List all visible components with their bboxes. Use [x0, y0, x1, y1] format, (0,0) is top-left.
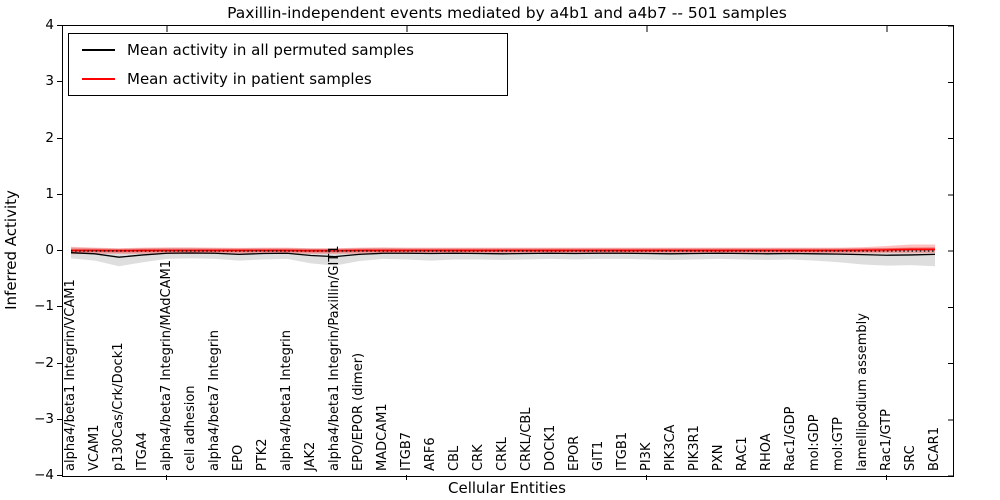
x-category-label: p130Cas/Crk/Dock1	[110, 342, 126, 471]
patient-line-swatch	[82, 77, 115, 80]
x-category-label: ITGA4	[134, 431, 150, 471]
confidence-band-1	[71, 244, 935, 255]
x-category-label: lamellipodium assembly	[854, 313, 870, 471]
x-axis-label: Cellular Entities	[448, 479, 566, 497]
x-category-label: CRKL/CBL	[518, 407, 534, 472]
x-category-label: CBL	[446, 445, 462, 471]
x-category-label: GIT1	[590, 440, 606, 471]
legend-item-patient: Mean activity in patient samples	[69, 65, 507, 93]
chart-title: Paxillin-independent events mediated by …	[227, 4, 787, 22]
y-tick-label: 0	[45, 242, 54, 258]
x-category-label: ITGB1	[614, 431, 630, 471]
x-category-label: RHOA	[758, 433, 774, 471]
y-tick-label: 2	[45, 129, 54, 146]
x-category-label: EPOR	[566, 435, 582, 471]
x-category-label: PXN	[710, 444, 726, 471]
legend-label-permuted: Mean activity in all permuted samples	[127, 41, 414, 60]
x-tick-bottom	[886, 475, 887, 480]
x-category-label: alpha4/beta1 Integrin/Paxillin/GIT1	[326, 245, 342, 471]
y-tick-label: −2	[34, 354, 54, 371]
x-category-label: EPO/EPOR (dimer)	[350, 352, 366, 471]
x-category-label: ITGB7	[398, 431, 414, 471]
x-category-label: VCAM1	[86, 424, 102, 471]
x-category-label: PTK2	[254, 438, 270, 471]
y-tick-left	[57, 475, 62, 476]
x-category-label: CRKL	[494, 437, 510, 471]
x-category-label: mol:GDP	[806, 414, 822, 471]
x-category-label: MADCAM1	[374, 403, 390, 471]
x-category-label: ARF6	[422, 437, 438, 471]
legend-label-patient: Mean activity in patient samples	[127, 69, 372, 88]
x-tick-bottom	[646, 475, 647, 480]
x-category-label: RAC1	[734, 436, 750, 471]
y-tick-left	[57, 250, 62, 251]
x-tick-bottom	[166, 475, 167, 480]
x-category-label: BCAR1	[926, 427, 942, 471]
x-category-label: PIK3CA	[662, 424, 678, 471]
y-tick-left	[57, 418, 62, 420]
legend-item-permuted: Mean activity in all permuted samples	[69, 36, 507, 64]
x-category-label: DOCK1	[542, 424, 558, 471]
y-tick-left	[57, 306, 62, 308]
y-tick-left	[57, 137, 62, 139]
y-tick-label: −3	[34, 410, 54, 427]
y-tick-label: 1	[45, 185, 54, 202]
y-tick-left	[57, 25, 62, 26]
y-tick-left	[57, 193, 62, 195]
x-category-label: Rac1/GTP	[878, 409, 894, 471]
x-category-label: CRK	[470, 444, 486, 471]
y-tick-label: 4	[45, 17, 54, 33]
x-tick-bottom	[406, 475, 407, 480]
x-category-label: alpha4/beta1 Integrin	[278, 329, 294, 471]
x-category-label: alpha4/beta7 Integrin/MAdCAM1	[158, 260, 174, 471]
x-category-label: mol:GTP	[830, 417, 846, 471]
x-category-label: SRC	[902, 445, 918, 471]
plot-area: Mean activity in all permuted samples Me…	[62, 25, 954, 477]
x-category-label: EPO	[230, 444, 246, 471]
x-category-label: cell adhesion	[182, 385, 198, 471]
confidence-band-0	[71, 247, 935, 267]
x-category-label: PI3K	[638, 442, 654, 471]
legend: Mean activity in all permuted samples Me…	[68, 33, 508, 96]
chart-canvas	[70, 26, 953, 476]
x-category-label: alpha4/beta1 Integrin/VCAM1	[62, 279, 78, 471]
x-category-label: alpha4/beta7 Integrin	[206, 329, 222, 471]
permuted-line-swatch	[82, 49, 115, 52]
y-tick-label: −1	[34, 298, 54, 315]
mean-line-0	[70, 252, 936, 258]
x-category-label: PIK3R1	[686, 425, 702, 471]
y-tick-label: 3	[45, 73, 54, 90]
y-tick-left	[57, 362, 62, 364]
x-category-label: Rac1/GDP	[782, 406, 798, 471]
y-tick-left	[57, 81, 62, 83]
x-category-label: JAK2	[302, 441, 318, 471]
y-tick-label: −4	[34, 467, 54, 483]
